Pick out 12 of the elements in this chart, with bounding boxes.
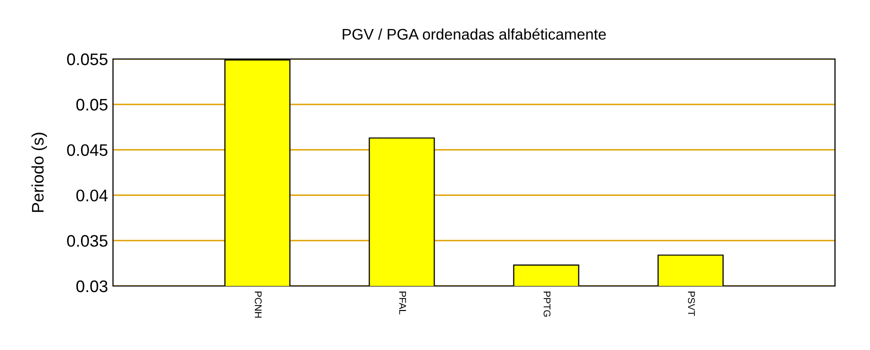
y-tick-label: 0.035: [67, 235, 108, 247]
x-tick-label: PSVT: [688, 292, 695, 316]
y-tick-label: 0.04: [76, 190, 108, 202]
x-tick-label: PCNH: [254, 292, 262, 318]
y-tick-label: 0.045: [67, 144, 108, 156]
x-tick-label: PPTG: [544, 292, 550, 317]
y-tick-label: 0.05: [76, 98, 108, 111]
y-tick-label: 0.03: [76, 280, 108, 292]
x-tick-label: PFAL: [399, 292, 406, 314]
y-tick-label: 0.055: [67, 53, 108, 66]
y-axis-title: Periodo (s): [31, 132, 47, 212]
chart-title: PGV / PGA ordenadas alfabéticamente: [342, 28, 606, 40]
